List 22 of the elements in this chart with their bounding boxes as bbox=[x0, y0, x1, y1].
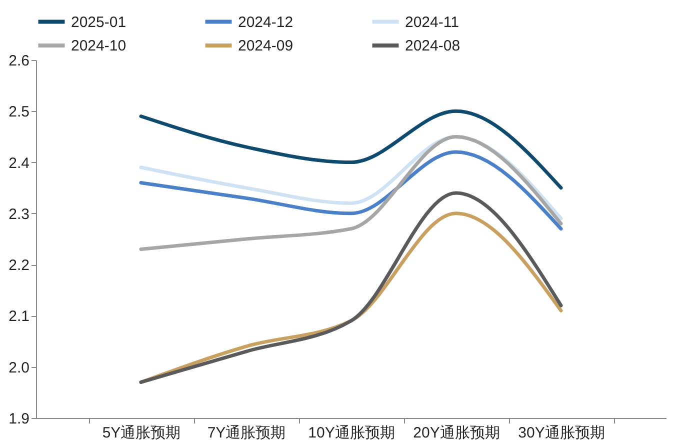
y-tick-label: 2.6 bbox=[8, 52, 30, 70]
y-tick-label: 1.9 bbox=[8, 410, 30, 428]
line-series bbox=[139, 134, 563, 251]
x-tick-label: 5Y通胀预期 bbox=[102, 424, 181, 442]
y-tick-label: 2.2 bbox=[8, 257, 30, 274]
y-tick-label: 2.1 bbox=[8, 308, 30, 326]
y-tick-label: 2.3 bbox=[8, 206, 30, 223]
legend-label: 2024-08 bbox=[405, 38, 460, 54]
y-tick-label: 2.5 bbox=[8, 104, 30, 121]
y-tick-label: 2.4 bbox=[8, 154, 30, 172]
x-tick-label: 7Y通胀预期 bbox=[207, 424, 286, 442]
line-series bbox=[139, 109, 563, 190]
x-tick-label: 20Y通胀预期 bbox=[413, 424, 500, 442]
x-tick-label: 10Y通胀预期 bbox=[308, 424, 395, 442]
legend-label: 2024-11 bbox=[405, 14, 459, 31]
y-tick-label: 2.0 bbox=[8, 359, 30, 376]
legend-label: 2025-01 bbox=[71, 14, 126, 31]
legend-label: 2024-10 bbox=[71, 38, 126, 54]
legend-label: 2024-12 bbox=[238, 14, 294, 31]
line-series bbox=[139, 150, 563, 231]
legend-label: 2024-09 bbox=[238, 38, 294, 54]
x-tick-label: 30Y通胀预期 bbox=[518, 424, 605, 442]
